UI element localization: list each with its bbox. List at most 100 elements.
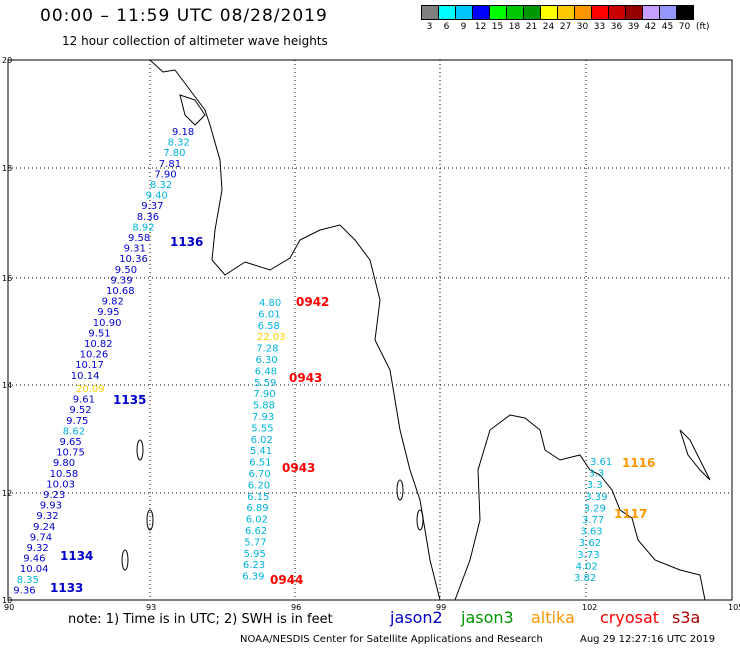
wave-height-value: 8.62 [63,426,85,437]
wave-height-value: 6.23 [243,560,265,571]
wave-height-value: 10.68 [106,286,135,297]
legend-label: 6 [443,22,450,32]
wave-height-value: 10.03 [46,479,75,490]
wave-height-value: 9.80 [53,458,75,469]
wave-height-value: 5.41 [250,446,272,457]
generated-timestamp: Aug 29 12:27:16 UTC 2019 [580,634,716,645]
wave-height-value: 3.82 [574,573,596,584]
island [136,439,144,461]
footer-note: note: 1) Time is in UTC; 2) SWH is in fe… [68,612,333,627]
wave-height-value: 6.15 [247,492,269,503]
track-time-label: 0943 [282,461,315,475]
track-time-label: 1135 [113,393,146,407]
wave-height-value: 10.26 [80,350,109,361]
legend-label: 21 [525,22,538,32]
wave-height-value: 6.89 [246,503,268,514]
track-time-label: 1117 [614,507,647,521]
legend-label: 3 [426,22,433,32]
x-tick-label: 99 [436,603,446,612]
island [146,509,154,531]
wave-height-value: 10.36 [119,254,148,265]
wave-height-value: 5.95 [244,549,266,560]
wave-height-value: 3.63 [580,527,602,538]
legend-altika: altika [531,608,575,627]
legend-jason2: jason2 [390,608,443,627]
wave-height-value: 6.70 [249,469,271,480]
track-time-label: 1136 [170,235,203,249]
y-tick-label: 20 [2,56,12,65]
wave-height-value: 3.62 [579,538,601,549]
wave-height-value: 6.62 [245,526,267,537]
wave-height-value: 3.3 [587,480,603,491]
wave-height-value: 9.18 [172,127,194,138]
legend-label: 39 [627,22,640,32]
island [121,549,129,571]
legend-cryosat: cryosat [600,608,660,627]
wave-height-value: 9.24 [33,522,55,533]
wave-height-value: 7.28 [256,344,278,355]
wave-height-value: 9.75 [66,416,88,427]
wave-height-value: 5.59 [254,378,276,389]
wave-height-value: 4.02 [576,561,598,572]
wave-height-value: 7.90 [253,389,275,400]
wave-height-value: 10.75 [56,448,85,459]
wave-height-value: 6.02 [246,515,268,526]
wave-height-value: 9.50 [115,265,137,276]
legend-label: 27 [559,22,572,32]
legend-labels: 3 6 9 12 15 18 21 24 27 30 33 36 39 42 45 70 [421,22,693,32]
legend-label: 9 [460,22,467,32]
island [396,479,404,501]
wave-height-value: 10.82 [84,339,113,350]
wave-height-value: 9.82 [102,297,124,308]
wave-height-value: 9.52 [69,405,91,416]
y-tick-label: 10 [2,596,12,605]
wave-height-value: 3.3 [588,469,604,480]
island [416,509,424,531]
wave-height-value: 9.32 [36,511,58,522]
coastline [179,94,206,126]
legend-label: 33 [593,22,606,32]
x-tick-label: 105 [728,603,740,612]
wave-height-value: 6.58 [258,321,280,332]
track-time-label: 1116 [622,456,655,470]
x-tick-label: 96 [291,603,301,612]
wave-height-value: 9.36 [13,585,35,596]
wave-height-value: 9.23 [43,490,65,501]
wave-height-value: 9.46 [23,554,45,565]
legend-label: 45 [661,22,674,32]
map-frame [7,59,733,601]
wave-height-value: 6.51 [249,458,271,469]
wave-height-value: 9.61 [73,395,95,406]
wave-height-value: 10.17 [75,360,104,371]
legend-unit: (ft) [696,22,710,32]
wave-height-value: 8.36 [137,212,159,223]
legend-label: 18 [508,22,521,32]
wave-height-value: 10.04 [20,564,49,575]
wave-height-value: 4.80 [259,298,281,309]
legend-swatch [676,5,694,20]
wave-height-value: 6.39 [242,572,264,583]
wave-height-value: 3.39 [585,492,607,503]
wave-height-value: 3.77 [582,515,604,526]
legend-label: 30 [576,22,589,32]
coastline [679,429,711,481]
wave-height-value: 9.95 [97,307,119,318]
x-tick-label: 93 [146,603,156,612]
wave-height-value: 6.02 [251,435,273,446]
wave-height-value: 10.58 [50,469,79,480]
wave-height-value: 8.92 [132,222,154,233]
x-tick-label: 90 [4,603,14,612]
track-time-label: 0943 [289,371,322,385]
coastline [149,59,441,601]
wave-height-value: 9.40 [146,191,168,202]
wave-height-value: 9.32 [27,543,49,554]
y-tick-label: 16 [2,274,12,283]
wave-height-value: 5.55 [251,423,273,434]
wave-height-value: 9.39 [110,275,132,286]
color-legend [421,5,694,20]
legend-label: 70 [678,22,691,32]
wave-height-value: 5.77 [244,537,266,548]
wave-height-value: 3.61 [590,457,612,468]
wave-height-value: 6.01 [258,309,280,320]
